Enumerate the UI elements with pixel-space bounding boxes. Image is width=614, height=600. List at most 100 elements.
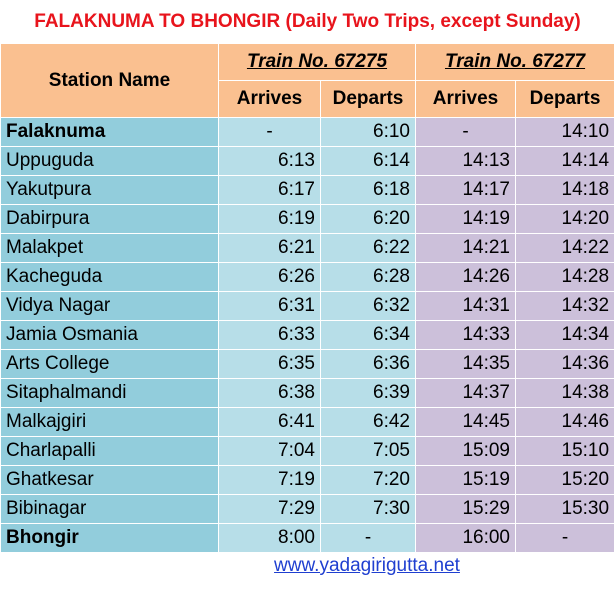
- time-cell: -: [218, 117, 321, 147]
- time-cell: 6:22: [320, 233, 416, 263]
- station-row: Kacheguda 6:26 6:28 14:26 14:28: [0, 262, 614, 292]
- time-cell: 7:04: [218, 436, 321, 466]
- time-cell: 15:10: [514, 436, 614, 466]
- station-row: Malkajgiri 6:41 6:42 14:45 14:46: [0, 407, 614, 437]
- time-cell: 14:21: [415, 233, 516, 263]
- time-cell: 14:38: [514, 378, 614, 408]
- time-cell: 6:28: [320, 262, 416, 292]
- time-cell: 6:13: [218, 146, 321, 176]
- time-cell: 14:10: [514, 117, 614, 147]
- time-cell: 6:18: [320, 175, 416, 205]
- station-name: Falaknuma: [0, 117, 219, 147]
- column-header: Departs: [514, 80, 614, 118]
- time-cell: 6:31: [218, 291, 321, 321]
- time-cell: 14:32: [514, 291, 614, 321]
- time-cell: 6:41: [218, 407, 321, 437]
- time-cell: 6:39: [320, 378, 416, 408]
- time-cell: 6:42: [320, 407, 416, 437]
- station-name: Uppuguda: [0, 146, 219, 176]
- time-cell: 14:13: [415, 146, 516, 176]
- station-name: Sitaphalmandi: [0, 378, 219, 408]
- time-cell: 6:34: [320, 320, 416, 350]
- station-name: Kacheguda: [0, 262, 219, 292]
- column-header: Arrives: [218, 80, 321, 118]
- time-cell: 14:19: [415, 204, 516, 234]
- time-cell: 14:22: [514, 233, 614, 263]
- station-name: Bibinagar: [0, 494, 219, 524]
- time-cell: 6:21: [218, 233, 321, 263]
- train-name: Train No. 67275: [218, 43, 416, 81]
- station-row: Yakutpura 6:17 6:18 14:17 14:18: [0, 175, 614, 205]
- time-cell: 16:00: [415, 523, 516, 553]
- time-cell: 15:20: [514, 465, 614, 495]
- time-cell: 15:30: [514, 494, 614, 524]
- time-cell: 6:26: [218, 262, 321, 292]
- website-link[interactable]: www.yadagirigutta.net: [274, 555, 460, 576]
- time-cell: 14:28: [514, 262, 614, 292]
- time-cell: 14:36: [514, 349, 614, 379]
- time-cell: 6:35: [218, 349, 321, 379]
- time-cell: 14:33: [415, 320, 516, 350]
- station-name: Bhongir: [0, 523, 219, 553]
- station-row: Charlapalli 7:04 7:05 15:09 15:10: [0, 436, 614, 466]
- blank: [516, 553, 614, 580]
- time-cell: 14:26: [415, 262, 516, 292]
- station-name: Vidya Nagar: [0, 291, 219, 321]
- time-cell: 14:45: [415, 407, 516, 437]
- station-name: Charlapalli: [0, 436, 219, 466]
- station-row: Falaknuma -6:10-14:10: [0, 117, 614, 147]
- time-cell: 6:14: [320, 146, 416, 176]
- station-name: Malakpet: [0, 233, 219, 263]
- time-cell: 14:14: [514, 146, 614, 176]
- time-cell: 15:19: [415, 465, 516, 495]
- station-name: Yakutpura: [0, 175, 219, 205]
- column-header: Arrives: [415, 80, 516, 118]
- station-name: Arts College: [0, 349, 219, 379]
- station-row: Malakpet 6:21 6:22 14:21 14:22: [0, 233, 614, 263]
- time-cell: 14:37: [415, 378, 516, 408]
- station-row: Bhongir 8:00-16:00-: [0, 523, 614, 553]
- station-name: Ghatkesar: [0, 465, 219, 495]
- column-header: Departs: [320, 80, 416, 118]
- time-cell: 7:20: [320, 465, 416, 495]
- time-cell: -: [415, 117, 516, 147]
- time-cell: 6:20: [320, 204, 416, 234]
- time-cell: -: [320, 523, 416, 553]
- blank: [1, 553, 219, 580]
- time-cell: 6:19: [218, 204, 321, 234]
- station-name: Jamia Osmania: [0, 320, 219, 350]
- time-cell: 7:19: [218, 465, 321, 495]
- station-row: Uppuguda 6:13 6:14 14:13 14:14: [0, 146, 614, 176]
- time-cell: 7:30: [320, 494, 416, 524]
- station-name: Malkajgiri: [0, 407, 219, 437]
- time-cell: 14:46: [514, 407, 614, 437]
- time-cell: 14:17: [415, 175, 516, 205]
- station-row: Jamia Osmania 6:33 6:34 14:33 14:34: [0, 320, 614, 350]
- time-cell: 6:32: [320, 291, 416, 321]
- time-cell: 6:17: [218, 175, 321, 205]
- time-cell: 14:35: [415, 349, 516, 379]
- station-row: Bibinagar 7:29 7:30 15:29 15:30: [0, 494, 614, 524]
- time-cell: 14:31: [415, 291, 516, 321]
- train-name: Train No. 67277: [414, 43, 614, 81]
- time-cell: 7:05: [320, 436, 416, 466]
- time-cell: 15:09: [415, 436, 516, 466]
- time-cell: 8:00: [218, 523, 321, 553]
- time-cell: 14:18: [514, 175, 614, 205]
- station-header: Station Name: [0, 43, 219, 118]
- table-body: Falaknuma -6:10-14:10 Uppuguda 6:13 6:14 14:1…: [0, 117, 614, 553]
- station-name: Dabirpura: [0, 204, 219, 234]
- time-cell: 6:38: [218, 378, 321, 408]
- station-row: Arts College 6:35 6:36 14:35 14:36: [0, 349, 614, 379]
- time-cell: 14:20: [514, 204, 614, 234]
- time-cell: 6:10: [320, 117, 416, 147]
- time-cell: 14:34: [514, 320, 614, 350]
- time-cell: -: [514, 523, 614, 553]
- time-cell: 15:29: [415, 494, 516, 524]
- timetable: FALAKNUMA TO BHONGIR (Daily Two Trips, e…: [0, 0, 614, 580]
- station-row: Dabirpura 6:19 6:20 14:19 14:20: [0, 204, 614, 234]
- title: FALAKNUMA TO BHONGIR (Daily Two Trips, e…: [0, 0, 614, 44]
- station-row: Vidya Nagar 6:31 6:32 14:31 14:32: [0, 291, 614, 321]
- footer-cell: www.yadagirigutta.net: [219, 553, 516, 580]
